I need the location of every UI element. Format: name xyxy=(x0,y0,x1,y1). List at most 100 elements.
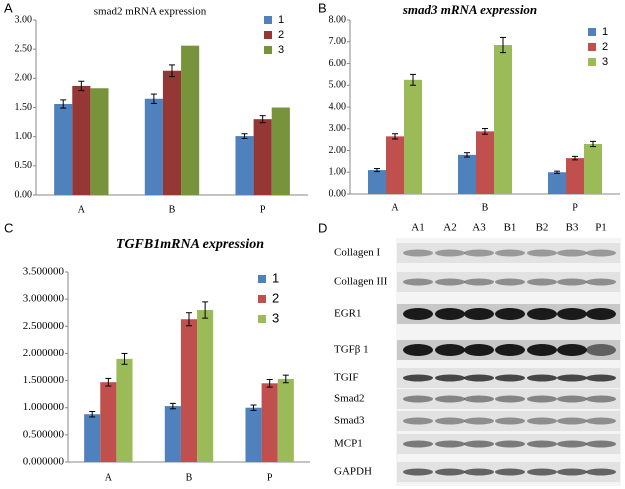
blot-band xyxy=(557,468,587,476)
blot-strip xyxy=(397,411,620,431)
panel-letter: C xyxy=(4,220,13,235)
y-tick-label: 5.00 xyxy=(329,80,347,91)
x-tick-label: P xyxy=(572,202,578,213)
bar xyxy=(271,107,290,195)
blot-band xyxy=(435,468,465,476)
blot-band xyxy=(435,417,465,425)
blot-band xyxy=(403,249,433,257)
lane-label: A1 xyxy=(411,222,424,234)
blot-band xyxy=(527,344,557,356)
error-bar xyxy=(392,133,398,140)
legend-swatch xyxy=(258,275,266,283)
error-bar xyxy=(282,374,289,384)
y-tick-label: 1.000000 xyxy=(23,401,65,413)
bar xyxy=(197,310,214,462)
bar xyxy=(72,85,91,195)
panel-letter: B xyxy=(318,0,327,15)
bar xyxy=(386,136,404,194)
bar xyxy=(368,170,386,194)
x-tick-label: P xyxy=(267,472,273,483)
error-bar xyxy=(150,93,157,104)
bar xyxy=(162,70,182,195)
blot-band xyxy=(527,417,557,425)
blot-band xyxy=(435,344,465,356)
lane-label: B2 xyxy=(536,222,549,234)
lane-label: P1 xyxy=(595,222,607,234)
blot-band xyxy=(495,417,525,425)
error-bar xyxy=(202,301,209,319)
error-bar xyxy=(241,133,248,139)
error-bar xyxy=(121,352,128,365)
blot-strip xyxy=(397,272,620,292)
error-bar xyxy=(572,155,578,161)
legend-swatch xyxy=(588,28,596,36)
protein-label: Smad3 xyxy=(334,415,365,427)
bar xyxy=(584,143,602,194)
blot-band xyxy=(435,395,465,403)
bar xyxy=(253,119,272,195)
error-bar xyxy=(169,402,176,410)
bar xyxy=(245,407,262,462)
y-tick-label: 3.00 xyxy=(15,14,33,25)
x-tick-label: B xyxy=(186,472,193,483)
y-tick-label: 6.00 xyxy=(329,58,347,69)
legend-label: 3 xyxy=(272,310,279,325)
x-tick-label: A xyxy=(78,204,86,215)
blot-band xyxy=(495,395,525,403)
blot-band xyxy=(403,344,433,356)
blot-band xyxy=(495,344,525,356)
blot-band xyxy=(586,468,616,476)
blot-band xyxy=(464,468,494,476)
bar xyxy=(181,45,200,195)
protein-label: Collagen I xyxy=(334,247,380,259)
legend-swatch xyxy=(258,315,266,323)
bar xyxy=(144,98,163,195)
y-tick-label: 7.00 xyxy=(329,36,347,47)
bar xyxy=(548,172,566,194)
y-tick-label: 2.500000 xyxy=(23,320,65,332)
legend-swatch xyxy=(264,16,272,24)
y-tick-label: 2.000000 xyxy=(23,347,65,359)
error-bar xyxy=(169,64,175,78)
lane-label: B3 xyxy=(566,222,579,234)
bar xyxy=(404,79,422,194)
protein-label: MCP1 xyxy=(334,438,363,450)
blot-band xyxy=(495,278,525,286)
error-bar xyxy=(250,404,257,411)
x-tick-label: B xyxy=(482,202,489,213)
y-tick-label: 4.00 xyxy=(329,101,347,112)
y-tick-label: 2.50 xyxy=(15,43,33,54)
blot-band xyxy=(557,344,587,356)
error-bar xyxy=(78,80,85,92)
bar xyxy=(116,358,133,462)
bar xyxy=(90,88,109,195)
blot-band xyxy=(495,468,525,476)
blot-band xyxy=(557,395,587,403)
blot-band xyxy=(557,308,587,320)
error-bar xyxy=(500,36,506,54)
y-tick-label: 2.00 xyxy=(15,73,33,84)
blot-band xyxy=(435,440,465,448)
blot-band xyxy=(586,395,616,403)
bar xyxy=(180,319,198,462)
blot-band xyxy=(403,374,433,382)
lane-label: A2 xyxy=(443,222,456,234)
blot-band xyxy=(403,308,433,320)
bar xyxy=(54,104,73,195)
error-bar xyxy=(410,73,416,86)
blot-band xyxy=(586,308,616,320)
legend-swatch xyxy=(264,31,272,39)
legend-swatch xyxy=(588,58,596,66)
blot-band xyxy=(586,278,616,286)
legend-label: 2 xyxy=(278,29,284,41)
bar xyxy=(100,382,117,462)
x-tick-label: B xyxy=(169,204,176,215)
error-bar xyxy=(105,377,112,387)
error-bar xyxy=(266,378,273,388)
panel-letter: D xyxy=(318,220,327,235)
blot-band xyxy=(586,249,616,257)
lane-label: B1 xyxy=(504,222,517,234)
blot-band xyxy=(495,374,525,382)
legend-label: 2 xyxy=(272,290,279,305)
y-tick-label: 3.500000 xyxy=(23,266,65,278)
